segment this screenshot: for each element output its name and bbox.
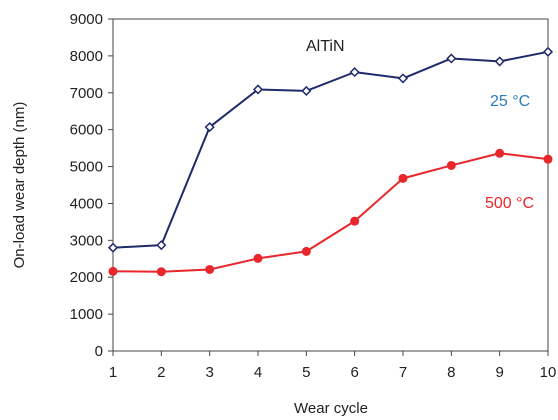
data-point bbox=[494, 56, 505, 67]
data-point bbox=[253, 253, 263, 263]
data-point bbox=[446, 160, 456, 170]
x-tick-label: 10 bbox=[540, 364, 557, 381]
data-point bbox=[156, 240, 167, 251]
data-point bbox=[108, 266, 118, 276]
data-point bbox=[446, 53, 457, 64]
annotation-500c: 500 °C bbox=[485, 195, 534, 212]
y-axis-title: On-load wear depth (nm) bbox=[11, 102, 28, 269]
annotation-25c: 25 °C bbox=[490, 93, 530, 110]
series-line bbox=[112, 50, 549, 249]
series-line bbox=[112, 152, 549, 273]
data-point bbox=[397, 73, 409, 84]
x-tick-label: 8 bbox=[447, 364, 455, 381]
x-tick-label: 4 bbox=[254, 364, 262, 381]
annotation-material: AlTiN bbox=[306, 38, 345, 55]
data-point bbox=[350, 216, 360, 226]
series-layer bbox=[107, 46, 554, 277]
plot-area bbox=[112, 18, 549, 352]
data-point bbox=[301, 246, 311, 256]
data-point bbox=[107, 242, 119, 253]
data-point bbox=[301, 85, 312, 96]
data-point bbox=[205, 264, 215, 274]
y-tick-label: 9000 bbox=[70, 11, 103, 28]
data-point bbox=[495, 148, 505, 158]
x-tick-label: 7 bbox=[399, 364, 407, 381]
y-tick-label: 3000 bbox=[70, 232, 103, 249]
plot-frame bbox=[112, 18, 549, 352]
x-tick-label: 6 bbox=[350, 364, 358, 381]
x-axis-title: Wear cycle bbox=[294, 400, 368, 417]
data-point bbox=[349, 67, 360, 78]
y-axis: 0 1000 2000 3000 4000 5000 6000 7000 8000 9000 bbox=[70, 11, 113, 360]
data-point bbox=[398, 173, 408, 183]
data-point bbox=[204, 122, 215, 133]
x-tick-label: 3 bbox=[205, 364, 213, 381]
x-tick-label: 9 bbox=[495, 364, 503, 381]
series-1 bbox=[108, 148, 553, 277]
data-point bbox=[156, 267, 166, 277]
y-tick-label: 4000 bbox=[70, 195, 103, 212]
series-0 bbox=[107, 46, 554, 253]
x-axis: 1 2 3 4 5 6 7 8 9 10 bbox=[109, 351, 557, 381]
y-tick-label: 5000 bbox=[70, 159, 103, 176]
x-tick-label: 2 bbox=[157, 364, 165, 381]
y-tick-label: 2000 bbox=[70, 269, 103, 286]
data-point bbox=[543, 154, 553, 164]
y-tick-label: 0 bbox=[95, 343, 103, 360]
data-point bbox=[542, 46, 554, 57]
x-tick-label: 1 bbox=[109, 364, 117, 381]
data-point bbox=[252, 84, 264, 95]
y-tick-label: 7000 bbox=[70, 85, 103, 102]
y-tick-label: 6000 bbox=[70, 122, 103, 139]
y-tick-label: 8000 bbox=[70, 48, 103, 65]
y-tick-label: 1000 bbox=[70, 306, 103, 323]
x-tick-label: 5 bbox=[302, 364, 310, 381]
